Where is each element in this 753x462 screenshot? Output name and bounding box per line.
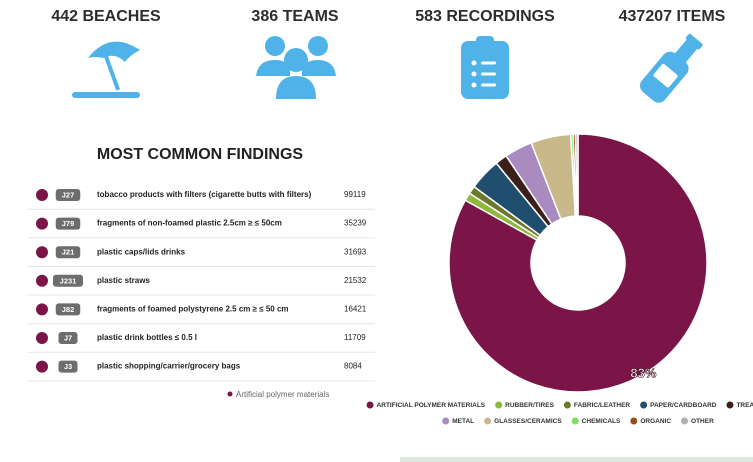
legend-swatch bbox=[563, 401, 571, 409]
legend-label: PAPER/CARDBOARD bbox=[650, 402, 717, 409]
code: J79 bbox=[62, 219, 75, 228]
row-dot bbox=[36, 189, 48, 201]
legend-label: OTHER bbox=[691, 418, 714, 425]
code-badge bbox=[58, 332, 78, 344]
legend-row: ARTIFICIAL POLYMER MATERIALS RUBBER/TIRES… bbox=[366, 401, 753, 409]
legend-label: METAL bbox=[452, 418, 474, 425]
count: 31693 bbox=[344, 247, 367, 256]
row-dot bbox=[36, 274, 48, 287]
code-badge bbox=[55, 217, 81, 230]
legend-label: TREATED WOOD bbox=[736, 402, 753, 409]
map-strip bbox=[400, 457, 753, 462]
legend-swatch bbox=[681, 417, 689, 425]
clipboard-icon bbox=[461, 36, 509, 99]
legend-row: METAL GLASSES/CERAMICS CHEMICALS ORGANIC OTH… bbox=[442, 417, 714, 425]
count: 21532 bbox=[344, 276, 367, 285]
beach-icon bbox=[72, 41, 140, 98]
row-dot bbox=[36, 217, 48, 230]
table-legend: Artificial polymer materials bbox=[236, 390, 329, 399]
row-dot bbox=[36, 332, 48, 344]
bottle-icon bbox=[639, 33, 703, 103]
stat: 583 RECORDINGS bbox=[415, 8, 555, 25]
description: plastic straws bbox=[97, 276, 150, 285]
code-badge bbox=[55, 189, 81, 201]
legend-label: ORGANIC bbox=[640, 418, 671, 425]
code-badge bbox=[53, 274, 83, 287]
slice bbox=[448, 133, 708, 393]
code-badge bbox=[55, 303, 81, 316]
legend-swatch bbox=[630, 417, 638, 425]
legend-label: FABRIC/LEATHER bbox=[574, 402, 631, 409]
value-label: 83% bbox=[630, 366, 656, 381]
code: J3 bbox=[64, 362, 72, 371]
code: J82 bbox=[62, 305, 75, 314]
row-dot bbox=[36, 303, 48, 316]
legend-label: CHEMICALS bbox=[582, 418, 621, 425]
legend-swatch bbox=[640, 401, 648, 409]
count: 16421 bbox=[344, 305, 367, 314]
count: 11709 bbox=[344, 333, 366, 342]
count: 8084 bbox=[344, 362, 362, 371]
code: J7 bbox=[64, 333, 72, 342]
code-badge bbox=[55, 246, 81, 259]
code: J231 bbox=[60, 276, 77, 285]
slice bbox=[574, 133, 579, 217]
legend-swatch bbox=[495, 401, 503, 409]
code: J21 bbox=[62, 248, 75, 257]
stat: 437207 ITEMS bbox=[619, 8, 726, 25]
row-dot bbox=[36, 246, 48, 259]
legend-swatch bbox=[726, 401, 734, 409]
description: plastic caps/lids drinks bbox=[97, 247, 186, 256]
findings-title: MOST COMMON FINDINGS bbox=[97, 146, 304, 163]
description: tobacco products with filters (cigarette… bbox=[97, 190, 312, 199]
legend-swatch bbox=[484, 417, 492, 425]
description: plastic shopping/carrier/grocery bags bbox=[97, 362, 241, 371]
stat: 386 TEAMS bbox=[251, 8, 338, 25]
legend-label: RUBBER/TIRES bbox=[505, 402, 554, 409]
teams-icon bbox=[256, 36, 336, 99]
description: fragments of foamed polystyrene 2.5 cm ≥… bbox=[97, 305, 289, 314]
description: plastic drink bottles ≤ 0.5 l bbox=[97, 333, 197, 342]
legend-swatch bbox=[442, 417, 450, 425]
code-badge bbox=[58, 360, 78, 373]
legend-label: ARTIFICIAL POLYMER MATERIALS bbox=[377, 402, 486, 409]
row-dot bbox=[36, 360, 48, 373]
code: J27 bbox=[62, 190, 75, 199]
legend-dot bbox=[227, 391, 233, 397]
count: 35239 bbox=[344, 219, 367, 228]
description: fragments of non-foamed plastic 2.5cm ≥ … bbox=[97, 219, 282, 228]
legend-label: GLASSES/CERAMICS bbox=[494, 418, 562, 425]
legend-swatch bbox=[366, 401, 374, 409]
stat: 442 BEACHES bbox=[51, 8, 161, 25]
count: 99119 bbox=[344, 190, 366, 199]
legend-swatch bbox=[571, 417, 579, 425]
